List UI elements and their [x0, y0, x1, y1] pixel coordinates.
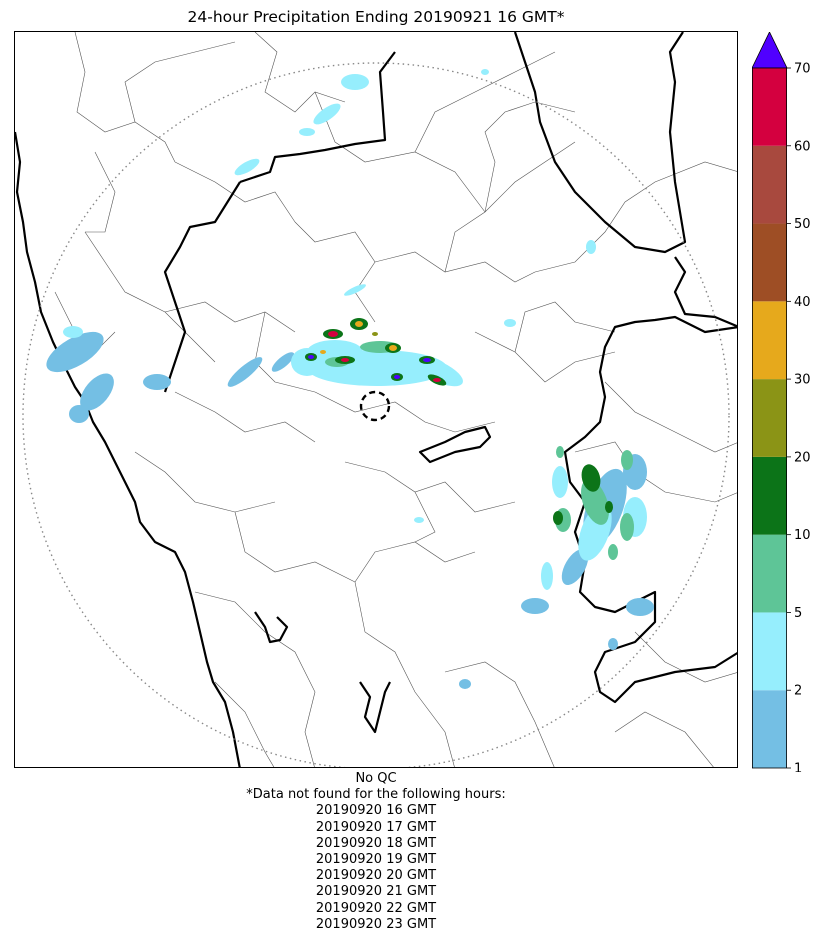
precip-extreme: [308, 321, 441, 382]
radar-site-marker: [359, 390, 391, 422]
precip-heavy: [325, 341, 634, 560]
missing-hour: 20190920 17 GMT: [315, 819, 437, 835]
footer-notes: No QC *Data not found for the following …: [0, 771, 752, 933]
missing-hour: 20190920 18 GMT: [315, 835, 437, 851]
colorbar-segment: [752, 456, 787, 535]
colorbar-tick-label: 70: [794, 62, 811, 77]
missing-hour: 20190920 19 GMT: [315, 852, 437, 868]
colorbar-segment: [752, 690, 787, 768]
radar-range-ring: [22, 62, 730, 767]
colorbar-segment: [752, 68, 787, 146]
missing-hour: 20190920 16 GMT: [315, 803, 437, 819]
colorbar-tick-label: 50: [794, 217, 811, 232]
colorbar-tick-label: 30: [794, 373, 811, 388]
qc-label: No QC: [355, 771, 397, 786]
colorbar-tick-label: 40: [794, 295, 811, 310]
colorbar-segment: [752, 301, 787, 380]
colorbar-extend-arrow: [752, 32, 788, 69]
colorbar-segment: [752, 534, 787, 613]
missing-hour: 20190920 23 GMT: [315, 916, 437, 932]
colorbar-outline: [752, 67, 788, 769]
colorbar-tick-label: 5: [794, 606, 802, 621]
colorbar-tick-label: 1: [794, 762, 802, 773]
state-boundaries: [15, 32, 737, 767]
colorbar: 1 2 5 10 20 30 40 50 60 70: [752, 32, 825, 772]
radar-map: [14, 31, 738, 768]
map-title: 24-hour Precipitation Ending 20190921 16…: [187, 8, 565, 26]
missing-hour: 20190920 20 GMT: [315, 868, 437, 884]
colorbar-tick-label: 60: [794, 139, 811, 154]
district-boundaries: [54, 32, 737, 767]
missing-data-note: *Data not found for the following hours:: [246, 787, 506, 803]
missing-hour: 20190920 21 GMT: [315, 884, 437, 900]
missing-hour: 20190920 22 GMT: [315, 900, 437, 916]
colorbar-tick-label: 10: [794, 528, 811, 543]
colorbar-segment: [752, 145, 787, 224]
colorbar-segment: [752, 379, 787, 457]
colorbar-tick-label: 20: [794, 450, 811, 465]
colorbar-segment: [752, 612, 787, 691]
colorbar-segment: [752, 223, 787, 302]
colorbar-tick-label: 2: [794, 684, 802, 699]
